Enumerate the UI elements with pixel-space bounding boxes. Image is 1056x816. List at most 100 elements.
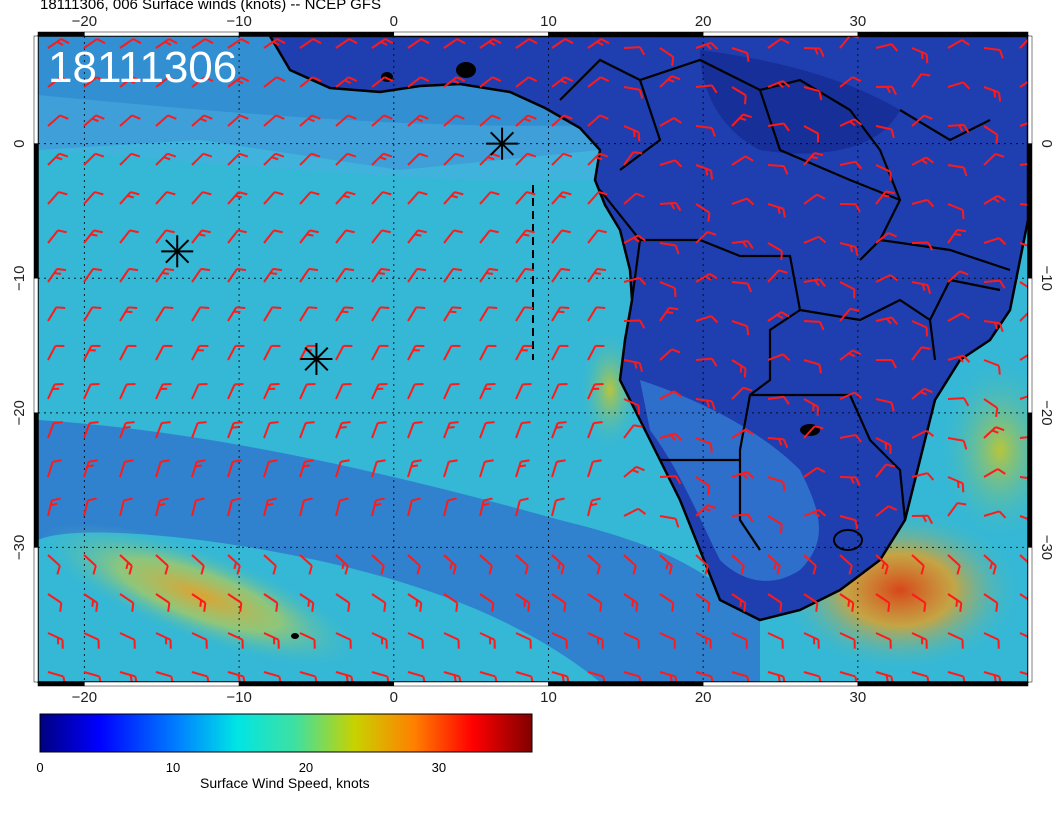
wind-barb <box>407 38 430 49</box>
wind-barb <box>83 114 105 127</box>
lon-tick-label-bottom: −10 <box>226 689 251 706</box>
wind-barb <box>659 475 682 485</box>
wind-barb <box>983 320 1004 333</box>
lat-tick-label-right: −20 <box>1038 400 1055 425</box>
wind-barb <box>839 391 863 400</box>
wind-barb <box>371 632 388 649</box>
wind-barb <box>515 306 534 322</box>
wind-barb <box>83 344 101 361</box>
wind-barb <box>227 114 249 127</box>
wind-barb <box>191 383 208 400</box>
wind-barb <box>551 229 571 244</box>
wind-barb <box>911 472 935 481</box>
wind-barb <box>299 114 321 127</box>
wind-barb <box>839 118 863 127</box>
wind-barb <box>695 632 712 649</box>
wind-barb <box>947 593 963 612</box>
wind-barb <box>191 632 208 649</box>
wind-barb <box>839 433 862 443</box>
wind-barb <box>1019 554 1028 567</box>
wind-barb <box>803 278 826 288</box>
wind-barb <box>371 267 391 283</box>
wind-barb <box>551 76 574 88</box>
wind-barb <box>587 267 607 283</box>
wind-barb <box>983 632 1000 649</box>
colorbar <box>39 713 533 753</box>
wind-barb <box>407 459 422 478</box>
wind-barb <box>695 164 714 180</box>
wind-barb <box>191 421 207 439</box>
wind-barb <box>767 269 788 283</box>
wind-barb <box>623 151 643 166</box>
wind-barb <box>551 671 570 682</box>
wind-barb <box>587 152 609 166</box>
wind-barb <box>947 437 968 450</box>
wind-barb <box>191 344 209 361</box>
wind-barb <box>299 632 316 649</box>
wind-barb <box>1019 308 1028 322</box>
wind-barb <box>263 38 286 49</box>
wind-barb <box>803 151 824 166</box>
wind-barb <box>119 497 133 517</box>
wind-barb <box>587 632 604 649</box>
wind-barb <box>623 234 646 244</box>
wind-barb <box>119 191 140 205</box>
wind-barb <box>299 671 318 682</box>
wind-barb <box>875 505 898 517</box>
wind-barb <box>803 509 827 518</box>
wind-barb <box>335 497 349 517</box>
wind-barb <box>299 459 314 478</box>
wind-barb <box>803 86 823 101</box>
edge-bar-top <box>238 31 395 37</box>
wind-barb <box>155 267 175 283</box>
wind-barb <box>263 593 279 612</box>
wind-barb <box>83 191 104 205</box>
wind-barb <box>407 267 427 283</box>
wind-barb <box>227 191 248 205</box>
wind-barb <box>695 398 716 411</box>
wind-barb <box>983 468 1006 478</box>
ocean-calm-band-south <box>38 420 760 682</box>
wind-barb <box>83 671 102 682</box>
wind-barb <box>803 359 823 374</box>
wind-barb <box>191 152 213 166</box>
wind-barb <box>227 459 242 478</box>
wind-barb <box>839 476 861 487</box>
wind-barb <box>227 632 244 649</box>
wind-barb <box>227 229 247 244</box>
wind-barb <box>623 507 647 517</box>
wind-barb <box>263 76 286 88</box>
wind-barb <box>947 203 965 219</box>
wind-barb <box>695 203 711 222</box>
wind-barb <box>47 152 69 166</box>
wind-barb <box>119 421 135 439</box>
wind-barb <box>83 229 103 244</box>
wind-barb <box>767 203 786 218</box>
wind-barb <box>875 632 892 649</box>
wind-barb <box>407 152 429 166</box>
wind-barb <box>623 398 641 415</box>
wind-barb <box>515 114 537 127</box>
edge-bar-top <box>393 31 549 37</box>
wind-barb <box>947 123 970 134</box>
wind-barb <box>731 513 754 523</box>
wind-barb <box>659 348 681 361</box>
wind-barb <box>551 191 572 205</box>
wind-barb <box>119 344 137 361</box>
wind-barb <box>659 554 673 575</box>
wind-barb <box>47 671 66 682</box>
wind-barb <box>191 267 211 283</box>
wind-barb <box>803 593 819 612</box>
wind-barb <box>443 306 462 322</box>
wind-barb <box>299 383 316 400</box>
wind-barb <box>911 73 931 88</box>
wind-barb <box>695 476 711 495</box>
lat-tick-label-right: −30 <box>1038 535 1055 560</box>
wind-barb <box>551 114 573 127</box>
wind-barb <box>767 395 790 405</box>
wind-barb <box>443 344 461 361</box>
wind-barb <box>227 671 246 682</box>
wind-barb <box>443 593 459 612</box>
wind-barb <box>947 39 970 49</box>
wind-barb <box>695 41 719 50</box>
